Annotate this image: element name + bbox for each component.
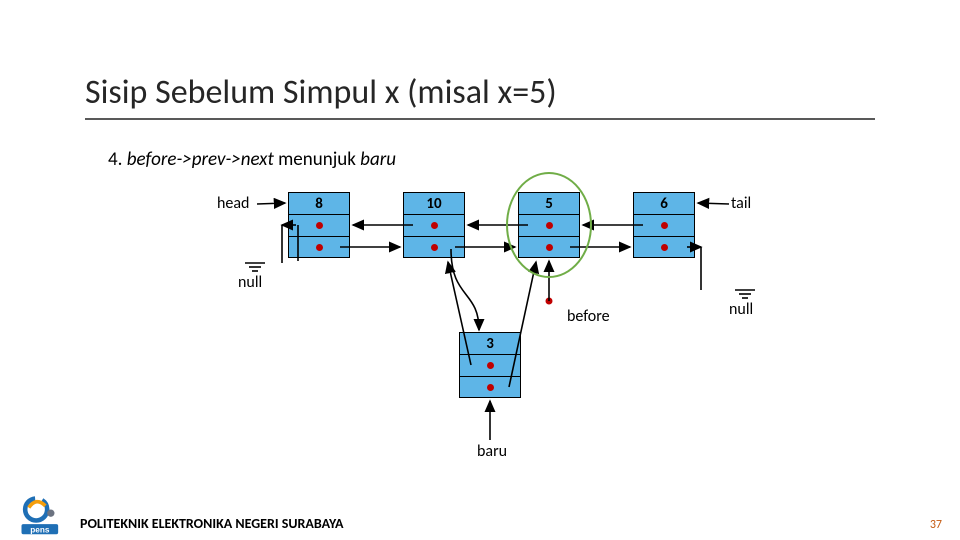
node-next-cell <box>403 236 465 258</box>
title-underline <box>85 118 875 120</box>
subtitle-italic: before->prev->next <box>127 148 274 171</box>
node-3: 3 <box>459 332 521 398</box>
node-10: 10 <box>403 192 465 258</box>
node-prev-cell <box>633 214 695 236</box>
subtitle-rest: menunjuk <box>274 148 360 171</box>
node-prev-cell <box>288 214 350 236</box>
page-title: Sisip Sebelum Simpul x (misal x=5) <box>85 72 557 113</box>
subtitle-italic2: baru <box>360 148 396 171</box>
subtitle: 4. before->prev->next menunjuk baru <box>108 148 396 171</box>
node-prev-cell <box>518 214 580 236</box>
label-null-l: null <box>238 273 262 292</box>
pens-logo-icon: pens <box>16 493 71 538</box>
subtitle-prefix: 4. <box>108 148 127 171</box>
node-prev-cell <box>459 354 521 376</box>
label-head: head <box>217 194 249 213</box>
node-value: 3 <box>459 332 521 354</box>
node-next-cell <box>518 236 580 258</box>
node-next-cell <box>633 236 695 258</box>
node-next-cell <box>459 376 521 398</box>
node-5: 5 <box>518 192 580 258</box>
svg-text:pens: pens <box>30 525 50 534</box>
node-value: 8 <box>288 192 350 214</box>
node-value: 5 <box>518 192 580 214</box>
node-6: 6 <box>633 192 695 258</box>
node-8: 8 <box>288 192 350 258</box>
node-next-cell <box>288 236 350 258</box>
label-before: before <box>567 307 610 326</box>
node-value: 10 <box>403 192 465 214</box>
node-prev-cell <box>403 214 465 236</box>
node-value: 6 <box>633 192 695 214</box>
footer: pens POLITEKNIK ELEKTRONIKA NEGERI SURAB… <box>0 506 960 540</box>
label-baru: baru <box>477 442 507 461</box>
footer-org: POLITEKNIK ELEKTRONIKA NEGERI SURABAYA <box>80 515 344 532</box>
label-tail: tail <box>731 194 751 213</box>
page-number: 37 <box>930 518 942 532</box>
label-null-r: null <box>729 300 753 319</box>
